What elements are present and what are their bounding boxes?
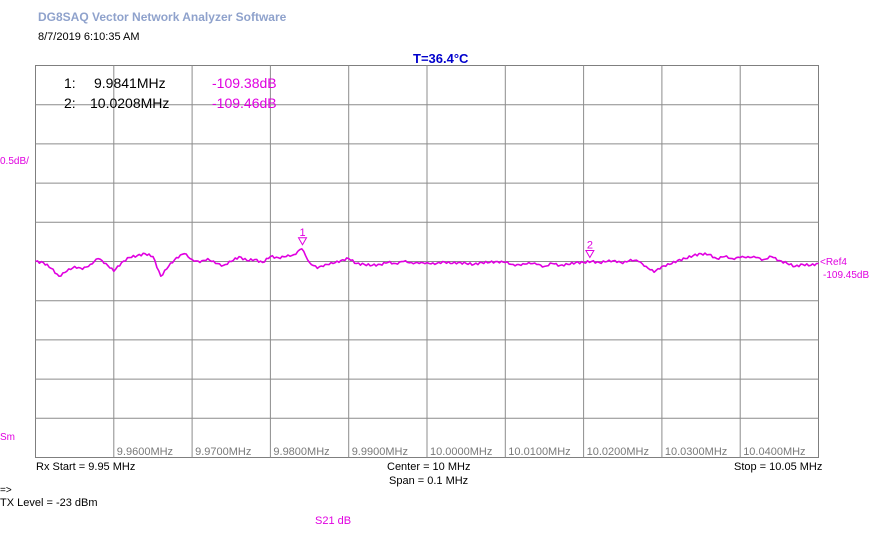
scale-label: 0.5dB/ (0, 156, 29, 167)
x-tick-label: 10.0100MHz (508, 446, 570, 458)
x-tick-label: 10.0300MHz (665, 446, 727, 458)
marker-1-value: -109.38dB (212, 75, 277, 91)
marker-2-frequency: 10.0208MHz (90, 95, 170, 111)
s21-trace (35, 248, 819, 278)
app-title: DG8SAQ Vector Network Analyzer Software (38, 10, 287, 24)
plot-grid (35, 65, 819, 458)
trace-label: S21 dB (315, 515, 352, 527)
x-tick-label: 10.0000MHz (430, 446, 492, 458)
ref-label: <Ref4 (820, 257, 847, 268)
temperature-readout: T=36.4°C (413, 51, 469, 66)
smoothing-label: Sm (0, 432, 15, 443)
timestamp: 8/7/2019 6:10:35 AM (38, 31, 140, 43)
x-tick-labels: 9.9600MHz 9.9700MHz 9.9800MHz 9.9900MHz 10.0… (117, 446, 806, 458)
rx-start: Rx Start = 9.95 MHz (36, 461, 136, 473)
marker-2-index: 2: (64, 95, 76, 111)
marker-1-index: 1: (64, 75, 76, 91)
marker-triangle (585, 250, 595, 259)
tx-level: TX Level = -23 dBm (0, 497, 98, 509)
x-tick-label: 9.9700MHz (195, 446, 251, 458)
span: Span = 0.1 MHz (389, 475, 469, 487)
x-tick-label: 10.0200MHz (587, 446, 649, 458)
ref-value: -109.45dB (823, 270, 870, 281)
x-tick-label: 9.9800MHz (273, 446, 329, 458)
x-tick-label: 9.9900MHz (352, 446, 408, 458)
stop-frequency: Stop = 10.05 MHz (734, 461, 823, 473)
marker-number: 1 (300, 227, 306, 239)
arrow-label: => (0, 485, 12, 496)
marker-glyphs: 12 (297, 227, 595, 259)
marker-number: 2 (587, 240, 593, 252)
marker-2-value: -109.46dB (212, 95, 277, 111)
marker-1-frequency: 9.9841MHz (94, 75, 166, 91)
x-tick-label: 10.0400MHz (743, 446, 805, 458)
x-tick-label: 9.9600MHz (117, 446, 173, 458)
marker-triangle (297, 237, 308, 246)
center-frequency: Center = 10 MHz (387, 461, 471, 473)
